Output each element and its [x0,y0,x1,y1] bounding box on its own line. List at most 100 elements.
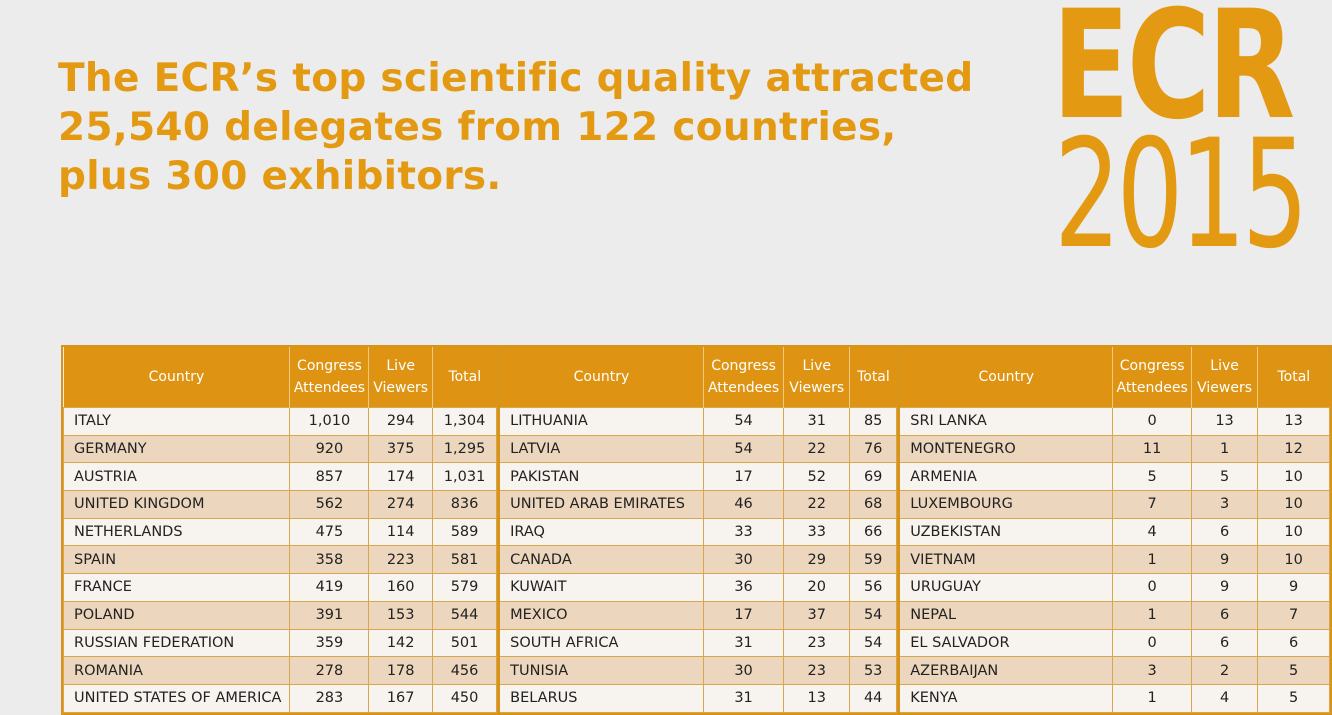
value-cell: 0 [1112,628,1192,658]
table-row: URUGUAY 0 9 9 [898,573,1330,602]
table-row: RUSSIAN FEDERATION 359 142 501 [62,628,498,658]
headline-line: 25,540 delegates from 122 countries, [58,105,897,150]
country-cell: GERMANY [62,434,291,464]
value-cell: 294 [368,407,433,436]
value-cell: 30 [702,545,785,575]
table-row: TUNISIA 30 23 53 [498,656,898,685]
country-cell: UNITED KINGDOM [62,490,291,519]
column-header: Country [63,347,290,408]
column-header: Congress Attendees [1112,347,1192,408]
table-row: GERMANY 920 375 1,295 [62,434,498,464]
country-cell: ROMANIA [62,656,291,685]
table-header-row: Country Congress Attendees Live Viewers Tot… [898,347,1330,408]
country-cell: BELARUS [498,683,704,713]
table-row: ARMENIA 5 5 10 [898,462,1330,492]
value-cell: 46 [702,490,785,519]
table-row: UNITED ARAB EMIRATES 46 22 68 [498,490,898,519]
value-cell: 29 [783,545,851,575]
column-header: Country [498,347,704,408]
value-cell: 475 [289,517,370,547]
value-cell: 5 [1112,462,1192,492]
value-cell: 30 [702,656,785,685]
column-header: Congress Attendees [289,347,369,408]
column-header: Live Viewers [368,347,433,408]
value-cell: 56 [849,573,898,602]
country-cell: VIETNAM [898,545,1114,575]
table-row: UNITED KINGDOM 562 274 836 [62,490,498,519]
table-row: SPAIN 358 223 581 [62,545,498,575]
country-cell: EL SALVADOR [898,628,1114,658]
country-cell: NETHERLANDS [62,517,291,547]
value-cell: 391 [289,600,370,630]
value-cell: 13 [783,683,851,713]
column-header: Live Viewers [783,347,850,408]
value-cell: 5 [1190,462,1259,492]
value-cell: 31 [702,628,785,658]
table-row: NETHERLANDS 475 114 589 [62,517,498,547]
value-cell: 7 [1257,600,1330,630]
country-cell: PAKISTAN [498,462,704,492]
value-cell: 5 [1257,683,1330,713]
table-row: NEPAL 1 6 7 [898,600,1330,630]
value-cell: 278 [289,656,370,685]
column-header: Total [849,347,897,408]
country-cell: ARMENIA [898,462,1114,492]
value-cell: 114 [368,517,433,547]
table-row: ITALY 1,010 294 1,304 [62,407,498,436]
value-cell: 9 [1190,573,1259,602]
country-cell: ITALY [62,407,291,436]
value-cell: 174 [368,462,433,492]
value-cell: 581 [431,545,498,575]
value-cell: 76 [849,434,898,464]
table-row: AUSTRIA 857 174 1,031 [62,462,498,492]
value-cell: 283 [289,683,370,713]
value-cell: 223 [368,545,433,575]
value-cell: 17 [702,462,785,492]
value-cell: 44 [849,683,898,713]
value-cell: 562 [289,490,370,519]
value-cell: 857 [289,462,370,492]
value-cell: 10 [1257,462,1330,492]
value-cell: 37 [783,600,851,630]
country-cell: UNITED STATES OF AMERICA [62,683,291,713]
table-row: LITHUANIA 54 31 85 [498,407,898,436]
value-cell: 3 [1190,490,1259,519]
value-cell: 6 [1190,600,1259,630]
country-cell: LUXEMBOURG [898,490,1114,519]
value-cell: 54 [702,434,785,464]
value-cell: 13 [1190,407,1259,436]
table-row: BELARUS 31 13 44 [498,683,898,713]
country-cell: KUWAIT [498,573,704,602]
value-cell: 3 [1112,656,1192,685]
value-cell: 1 [1112,683,1192,713]
value-cell: 589 [431,517,498,547]
value-cell: 85 [849,407,898,436]
table-row: FRANCE 419 160 579 [62,573,498,602]
value-cell: 358 [289,545,370,575]
value-cell: 59 [849,545,898,575]
value-cell: 6 [1190,628,1259,658]
value-cell: 9 [1257,573,1330,602]
column-header: Total [1257,347,1330,408]
table-panel-2: Country Congress Attendees Live Viewers Tot… [497,347,898,713]
country-cell: UNITED ARAB EMIRATES [498,490,704,519]
value-cell: 6 [1190,517,1259,547]
headline-line: plus 300 exhibitors. [58,154,502,199]
value-cell: 10 [1257,490,1330,519]
table-row: ROMANIA 278 178 456 [62,656,498,685]
country-cell: NEPAL [898,600,1114,630]
country-cell: CANADA [498,545,704,575]
value-cell: 1 [1112,545,1192,575]
column-header: Country [898,347,1113,408]
value-cell: 178 [368,656,433,685]
country-cell: URUGUAY [898,573,1114,602]
table-row: MEXICO 17 37 54 [498,600,898,630]
table-row: KENYA 1 4 5 [898,683,1330,713]
logo-text-ecr: ECR [1052,0,1295,153]
table-row: EL SALVADOR 0 6 6 [898,628,1330,658]
value-cell: 544 [431,600,498,630]
value-cell: 2 [1190,656,1259,685]
value-cell: 142 [368,628,433,658]
country-cell: IRAQ [498,517,704,547]
value-cell: 23 [783,656,851,685]
